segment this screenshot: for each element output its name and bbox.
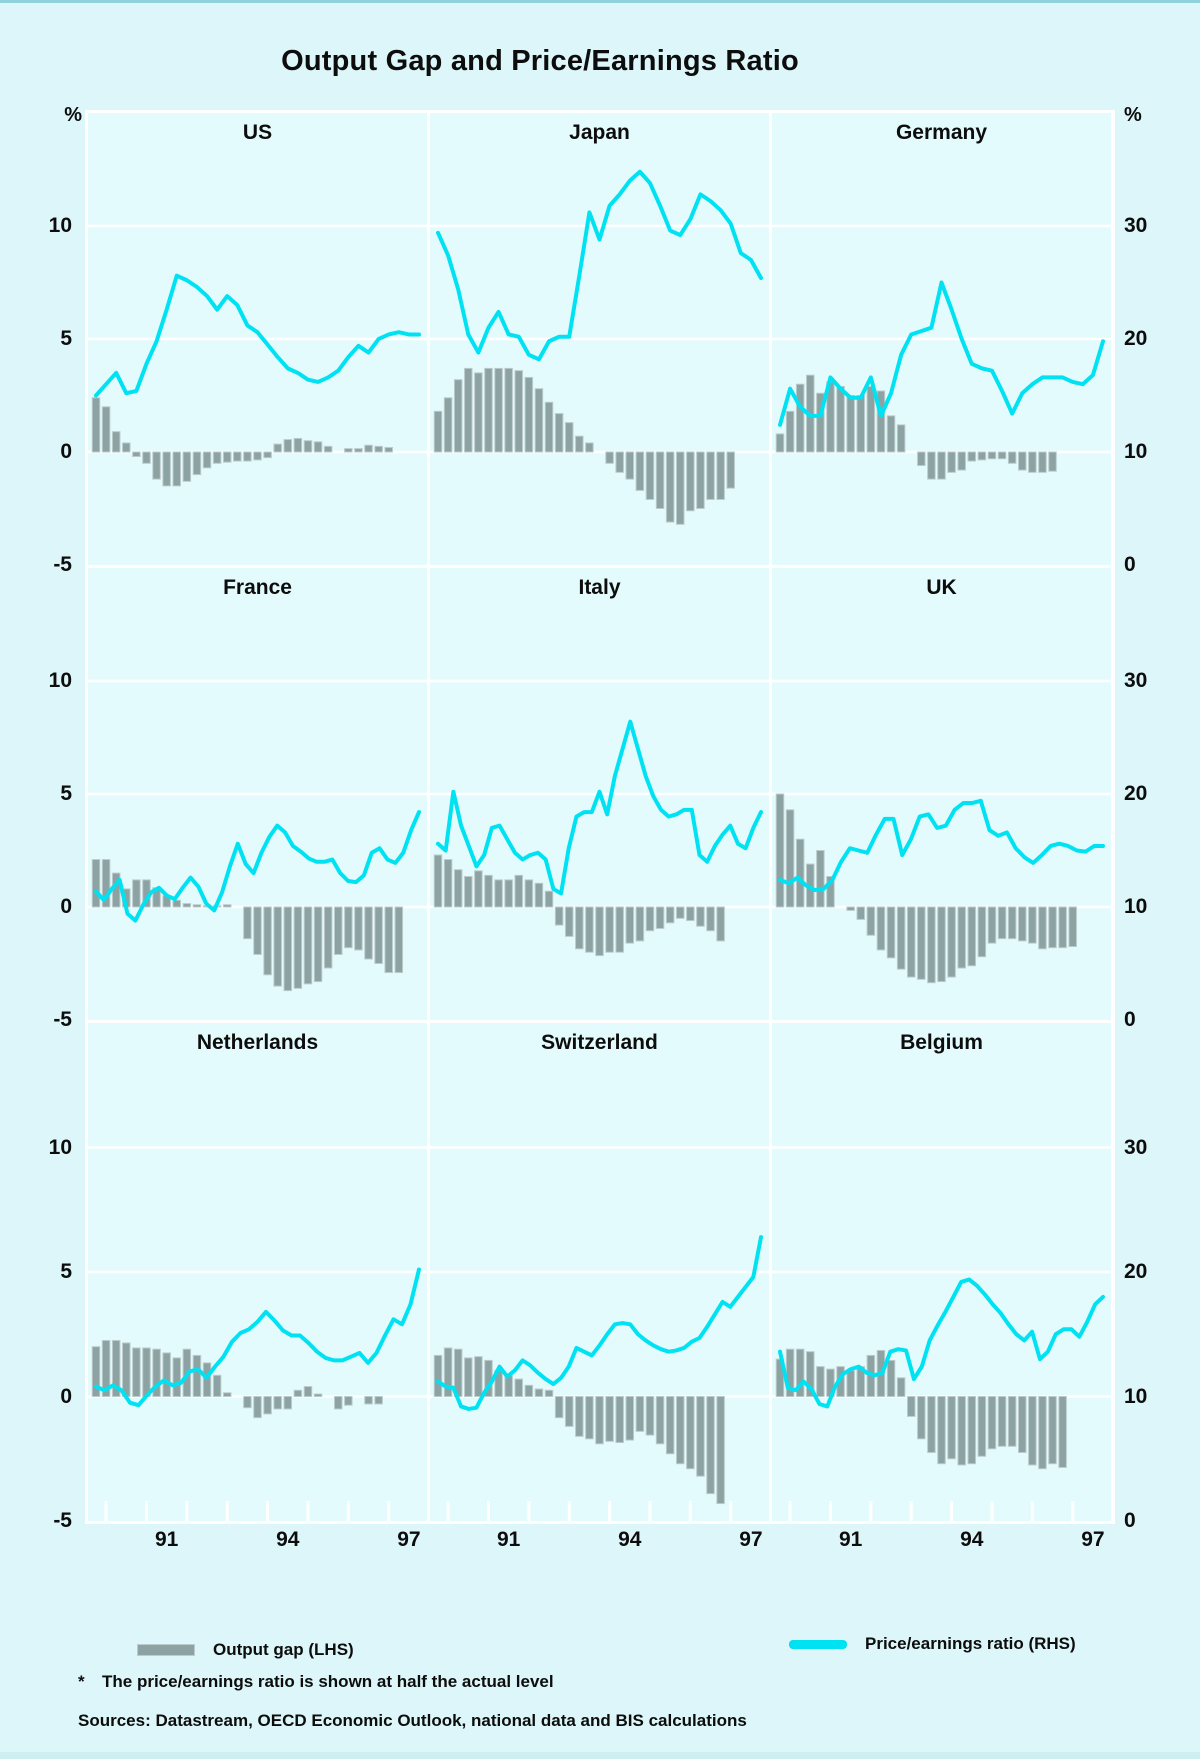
panel-us: US [88,113,427,565]
pe-ratio-swatch-icon [789,1639,847,1649]
right-axis-label-row1-10: 10 [1124,440,1148,463]
panel-japan: Japan [430,113,769,565]
italy-chart-svg [430,679,769,957]
x-axis-label-col2-91: 91 [496,1528,521,1551]
pe-ratio-line [94,273,421,398]
x-axis-label-col3-94: 94 [960,1528,984,1551]
uk-chart-svg [772,679,1111,984]
x-axis-label-col2-94: 94 [618,1528,642,1551]
x-axis-label-col2-97: 97 [739,1528,763,1551]
legend-item-pe-ratio: Price/earnings ratio (RHS) [789,1634,1076,1654]
page-title: Output Gap and Price/Earnings Ratio [281,45,799,78]
left-axis-label-row2--5: -5 [53,1008,72,1031]
left-axis-label-row2-5: 5 [60,782,72,805]
gridlines [88,679,427,909]
panel-uk: UK [772,568,1111,1020]
footnote-marker: * [78,1672,85,1691]
right-axis-label-row3-0: 0 [1124,1509,1136,1532]
right-axis-label-row1-20: 20 [1124,327,1148,350]
left-axis-label-row3-5: 5 [60,1260,72,1283]
pe-ratio-line [778,798,1105,893]
panel-france: France [88,568,427,1020]
pe-ratio-line [436,169,763,362]
panel-switzerland: Switzerland [430,1023,769,1521]
pe-ratio-line [94,1267,421,1408]
output-gap-bars [433,367,735,525]
right-axis-label-row3-20: 20 [1124,1260,1148,1283]
left-axis-label-row1-10: 10 [48,214,72,237]
right-axis-label-row2-0: 0 [1124,1008,1136,1031]
output-gap-bars [433,1347,725,1505]
panel-belgium: Belgium [772,1023,1111,1521]
output-gap-bars [91,397,393,487]
left-axis-label-row3-10: 10 [48,1135,72,1159]
pe-ratio-line [94,810,421,923]
right-axis-label-row2-10: 10 [1124,895,1148,918]
output-gap-bars [91,1339,383,1419]
year-ticks [104,1501,391,1521]
right-axis-label-row2-30: 30 [1124,669,1148,692]
left-axis-label-row3--5: -5 [53,1509,72,1532]
x-axis-label-col1-97: 97 [397,1528,421,1551]
left-axis-label-row1--5: -5 [53,553,72,576]
left-axis-unit: % [64,104,82,126]
right-axis-unit: % [1124,104,1142,126]
gridlines [430,224,769,454]
year-ticks [446,1501,733,1521]
panel-italy: Italy [430,568,769,1020]
panel-netherlands: Netherlands [88,1023,427,1521]
netherlands-chart-svg [88,1146,427,1521]
switzerland-chart-svg [430,1146,769,1521]
x-axis-label-col3-91: 91 [838,1528,863,1551]
right-axis-label-row3-10: 10 [1124,1384,1148,1408]
left-axis-label-row1-5: 5 [60,327,72,350]
left-axis-label-row3-0: 0 [60,1384,72,1408]
germany-chart-svg [772,224,1111,480]
footnote-text: The price/earnings ratio is shown at hal… [102,1672,554,1691]
sources-note: Sources: Datastream, OECD Economic Outlo… [78,1711,747,1730]
footnote: * The price/earnings ratio is shown at ha… [78,1672,554,1692]
legend-output-gap-label: Output gap (LHS) [213,1640,354,1659]
right-axis-label-row2-20: 20 [1124,782,1148,805]
right-axis-label-row1-0: 0 [1124,553,1136,576]
output-gap-bars [775,793,1077,984]
gridlines [772,1146,1111,1398]
pe-ratio-line [778,1277,1105,1409]
output-gap-swatch-icon [137,1644,195,1656]
left-axis-label-row1-0: 0 [60,440,72,463]
x-axis-label-col1-94: 94 [276,1528,300,1551]
legend-pe-ratio-label: Price/earnings ratio (RHS) [865,1634,1076,1653]
right-axis-label-row3-30: 30 [1124,1135,1148,1159]
year-ticks [788,1501,1075,1521]
pe-ratio-line [778,280,1105,427]
us-chart-svg [88,224,427,487]
x-axis-label-col3-97: 97 [1081,1528,1105,1551]
bottom-rule [0,1752,1200,1759]
x-axis-label-col1-91: 91 [154,1528,179,1551]
chart-grid: US Japan Germany France Italy UK Netherlands Sw… [85,110,1115,1524]
output-gap-bars [775,374,1057,480]
left-axis-label-row2-10: 10 [48,669,72,692]
belgium-chart-svg [772,1146,1111,1521]
panel-germany: Germany [772,113,1111,565]
france-chart-svg [88,679,427,992]
output-gap-bars [433,854,725,957]
pe-ratio-line [436,719,763,896]
right-axis-label-row1-30: 30 [1124,214,1148,237]
japan-chart-svg [430,169,769,525]
legend: Output gap (LHS) Price/earnings ratio (R… [0,1630,1200,1670]
output-gap-bars [91,859,404,992]
left-axis-label-row2-0: 0 [60,895,72,918]
top-rule [0,0,1200,3]
legend-item-output-gap: Output gap (LHS) [137,1640,354,1660]
pe-ratio-line [436,1235,763,1411]
